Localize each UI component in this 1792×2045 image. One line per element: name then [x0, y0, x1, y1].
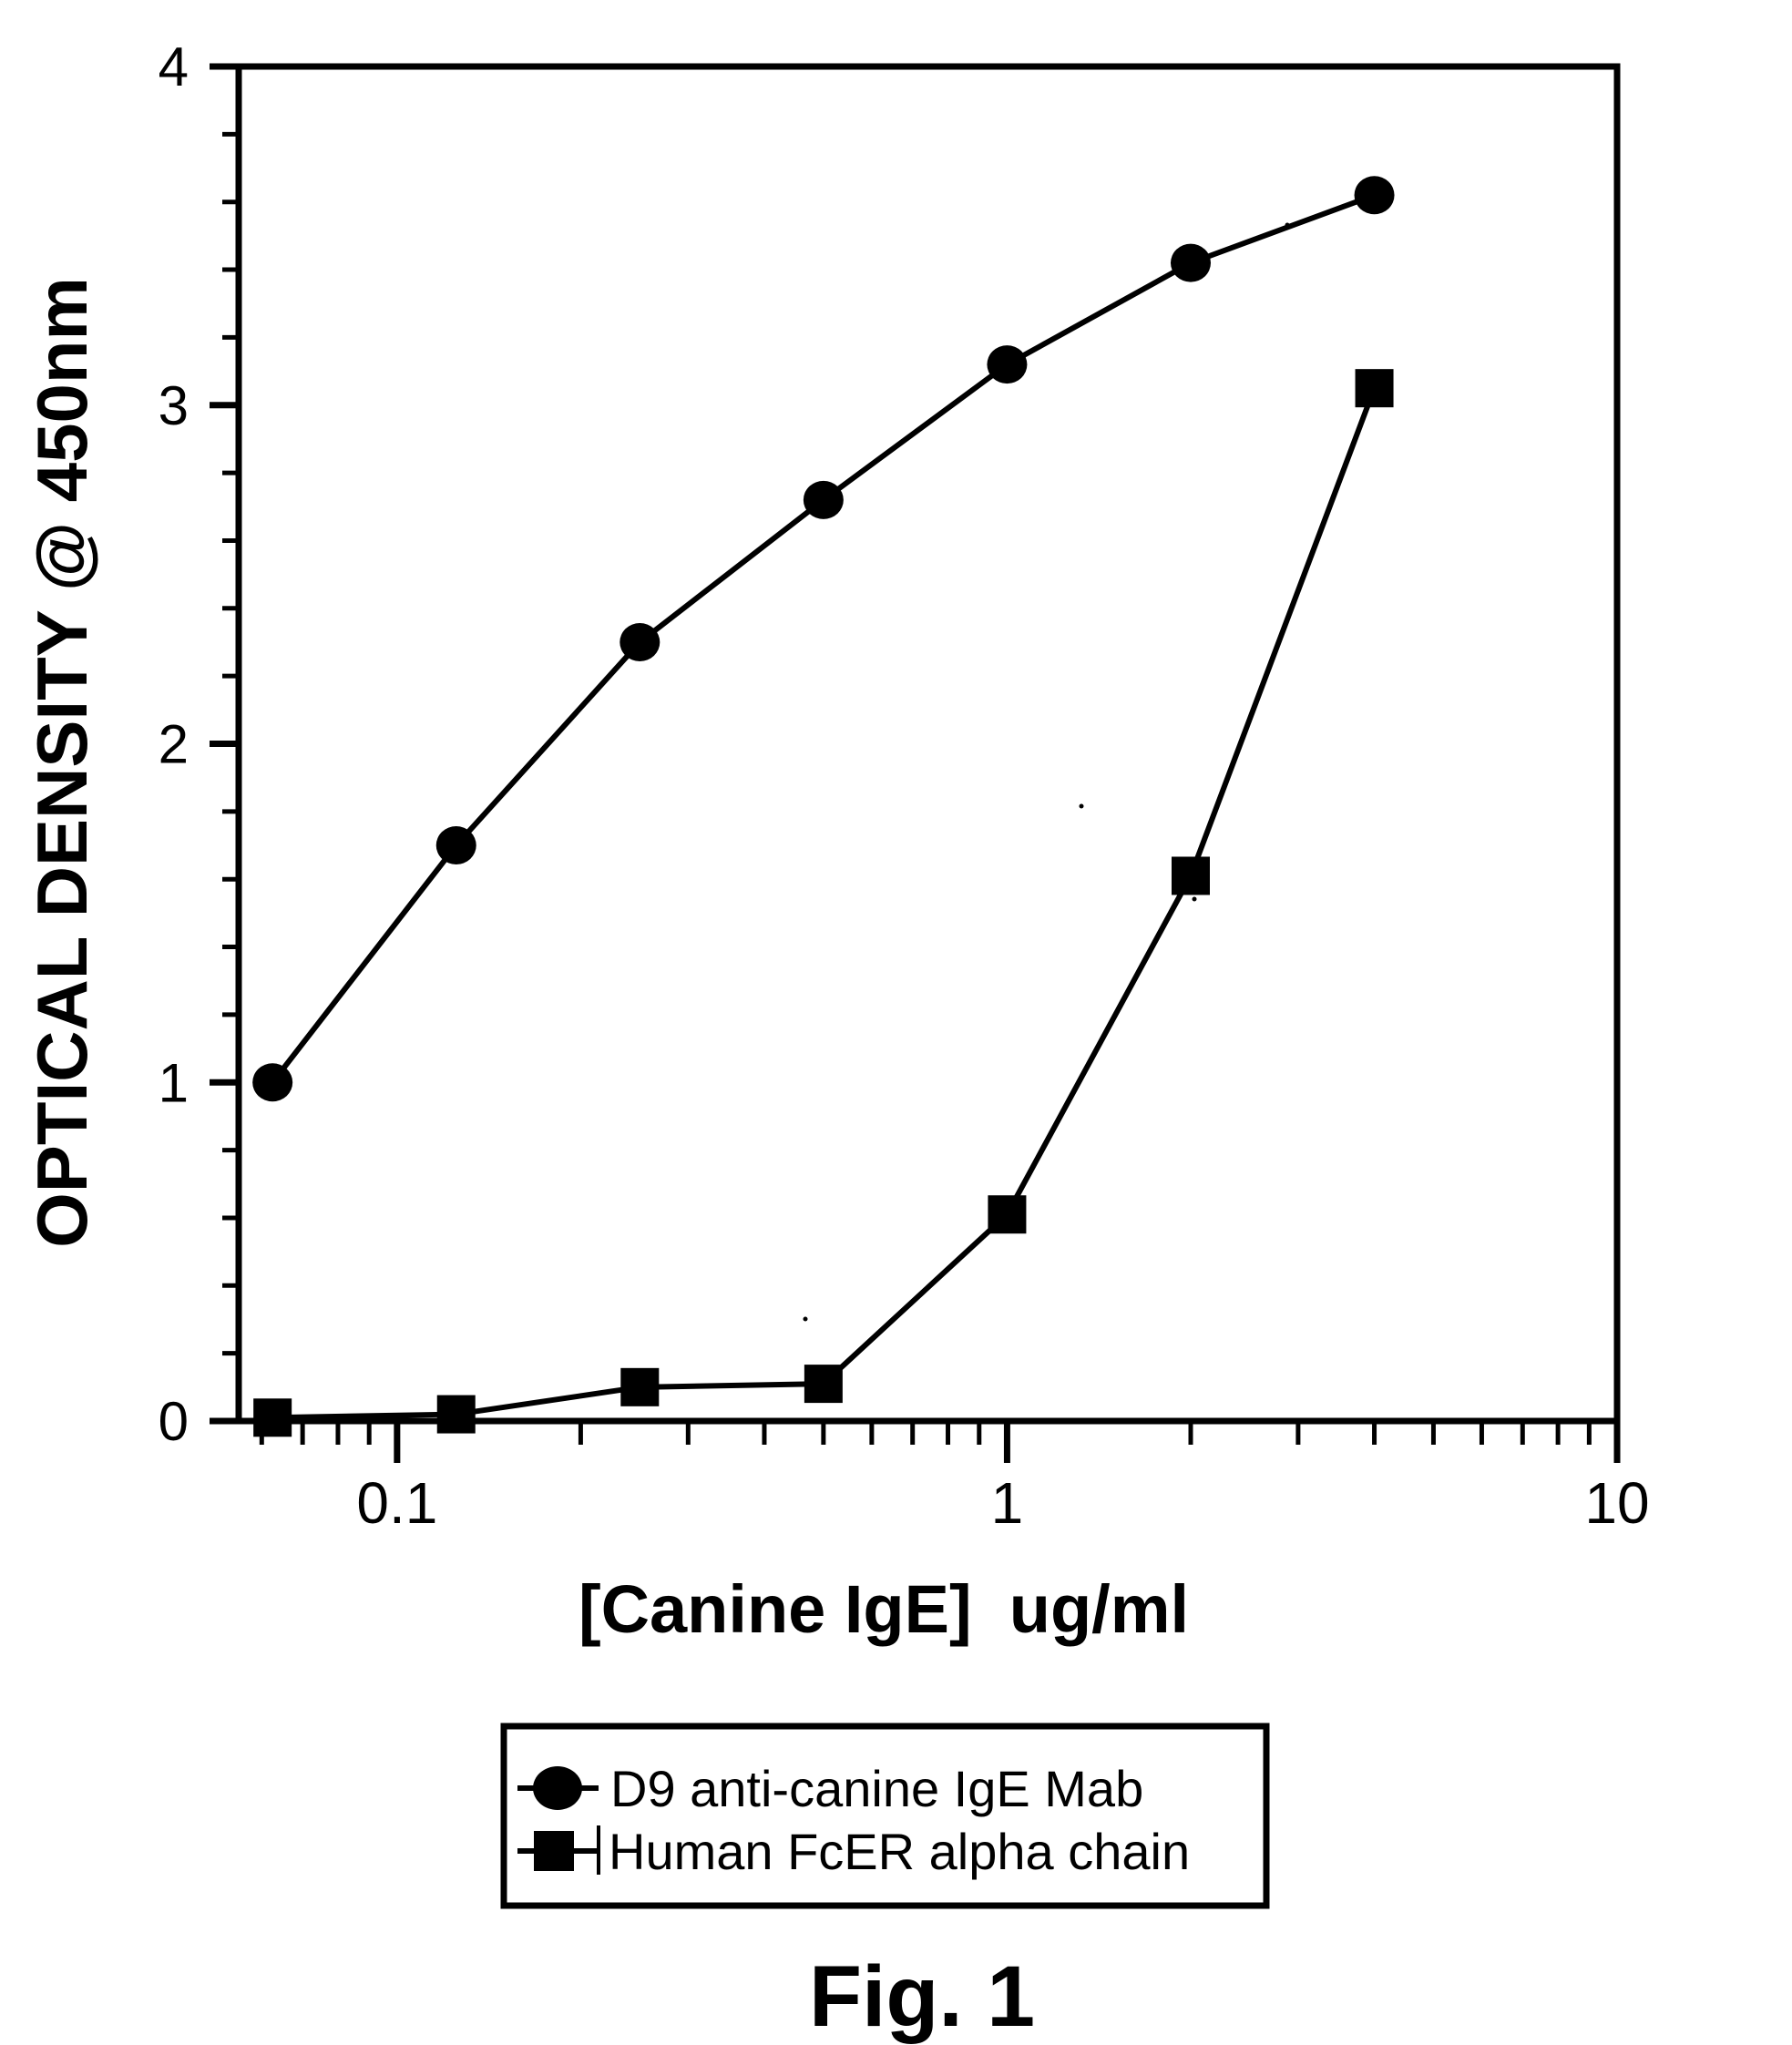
data-point-circle-d9: [987, 345, 1028, 384]
data-point-circle-d9: [803, 480, 844, 519]
legend-circle-marker-icon: [533, 1766, 582, 1810]
x-tick-label: 10: [1584, 1470, 1649, 1536]
data-point-square-fcer: [988, 1195, 1027, 1234]
legend-item-d9: D9 anti-canine IgE Mab: [517, 1760, 1143, 1817]
y-axis-title: OPTICAL DENSITY @ 450nm: [22, 277, 102, 1248]
data-point-circle-d9: [1354, 176, 1395, 215]
x-tick-label: 0.1: [356, 1470, 437, 1536]
data-point-square-fcer: [804, 1365, 843, 1404]
y-tick-label: 3: [159, 375, 189, 436]
x-tick-label: 1: [991, 1470, 1024, 1536]
legend: D9 anti-canine IgE Mab Human FcER alpha …: [500, 1723, 1270, 1909]
legend-label-d9: D9 anti-canine IgE Mab: [610, 1760, 1143, 1817]
data-point-circle-d9: [435, 826, 476, 865]
scan-speck: [803, 1316, 808, 1322]
data-point-square-fcer: [620, 1367, 660, 1406]
data-point-circle-d9: [1170, 243, 1211, 282]
legend-square-marker-icon: [534, 1831, 574, 1871]
scan-speck: [1079, 803, 1084, 809]
plot-area: [235, 63, 1621, 1425]
y-tick-label: 1: [159, 1052, 189, 1113]
legend-item-fcer: Human FcER alpha chain: [517, 1823, 1190, 1880]
y-tick-label: 0: [159, 1391, 189, 1452]
scan-speck: [1192, 896, 1197, 902]
legend-box: [500, 1723, 1270, 1909]
data-point-square-fcer: [436, 1395, 476, 1434]
x-axis-title: [Canine IgE] ug/ml: [579, 1571, 1189, 1647]
data-point-square-fcer: [1171, 856, 1210, 895]
plot-region: 0 1 2 3 4 0.1 1 10: [159, 36, 1650, 1536]
y-tick-label: 4: [159, 36, 189, 97]
data-point-circle-d9: [252, 1063, 293, 1102]
series-line-d9: [270, 192, 1376, 1085]
series-line-fcer: [272, 387, 1377, 1421]
figure-caption: Fig. 1: [809, 1948, 1035, 2045]
y-tick-label: 2: [159, 714, 189, 775]
data-point-circle-d9: [620, 622, 660, 661]
scan-speck: [1285, 222, 1290, 228]
legend-label-fcer: Human FcER alpha chain: [609, 1823, 1190, 1880]
data-point-square-fcer: [1355, 369, 1394, 408]
data-point-square-fcer: [253, 1398, 292, 1437]
